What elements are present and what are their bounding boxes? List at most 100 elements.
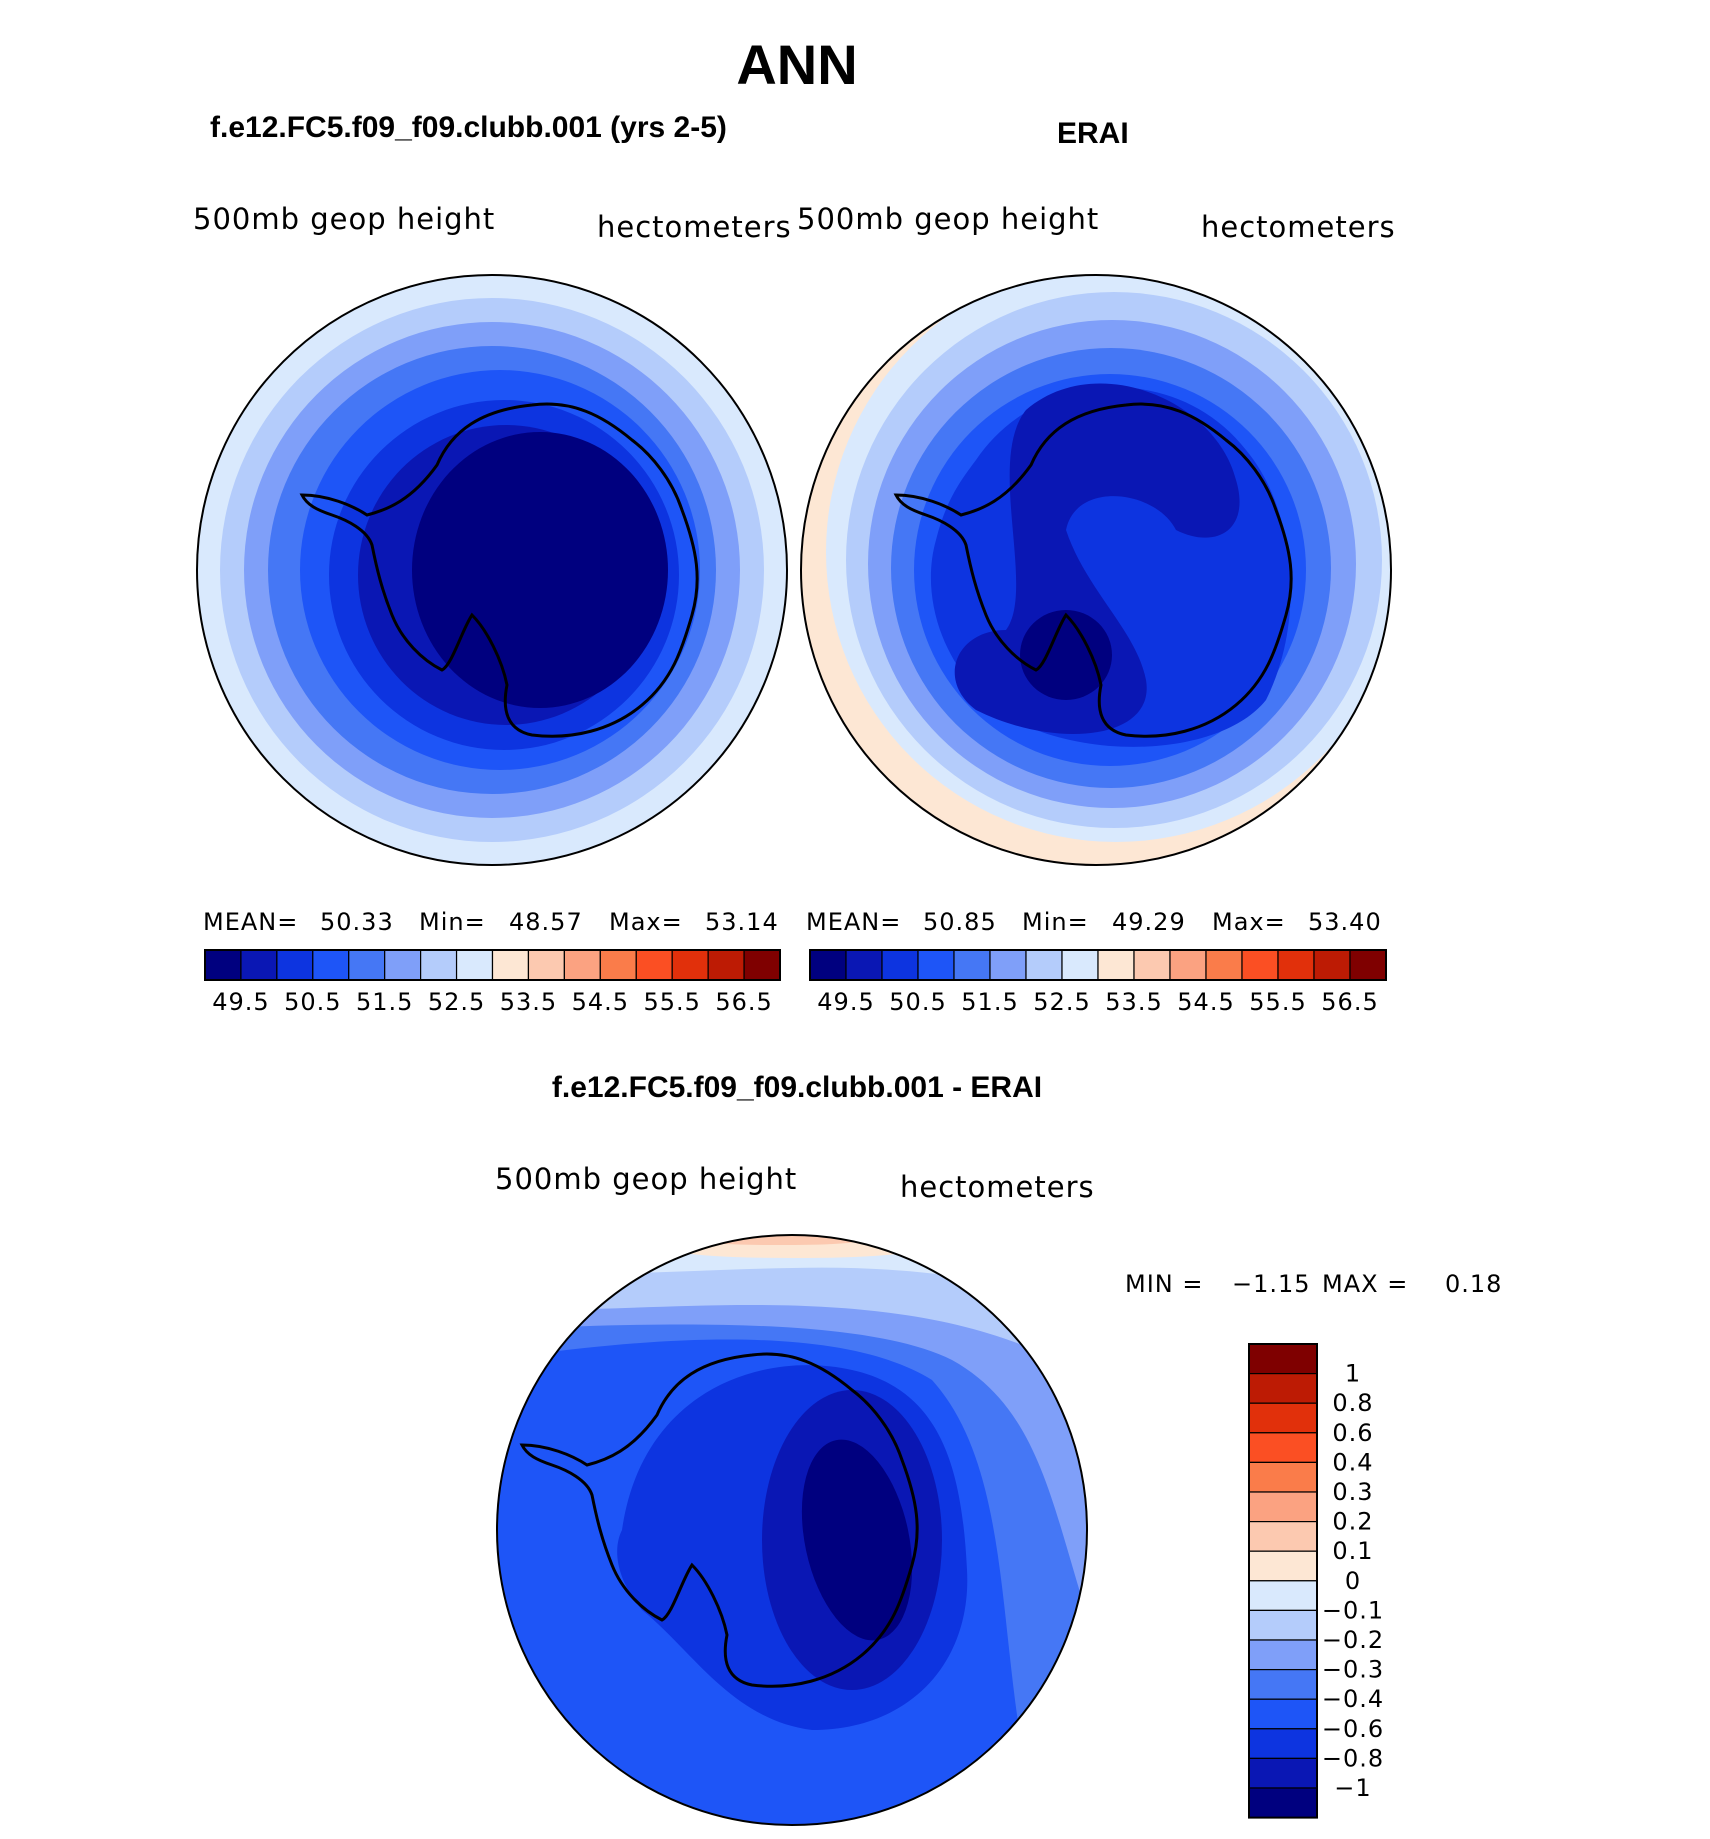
difference-colorbar-tick-label: −1 (1334, 1774, 1371, 1802)
difference-colorbar-tick-label: −0.2 (1322, 1626, 1384, 1654)
erai-colorbar-swatch (1025, 949, 1063, 981)
difference-colorbar-swatch (1248, 1757, 1318, 1789)
model-min-value: 48.57 (509, 908, 583, 936)
erai-mean-value: 50.85 (923, 908, 997, 936)
model-colorbar-swatch (563, 949, 601, 981)
model-band-49 (412, 432, 668, 708)
model-max-value: 53.14 (705, 908, 779, 936)
erai-min-value: 49.29 (1112, 908, 1186, 936)
model-mean-label: MEAN= (203, 908, 298, 936)
erai-colorbar-swatch (1133, 949, 1171, 981)
difference-colorbar-tick-label: −0.6 (1322, 1715, 1384, 1743)
diff-map-border (496, 1234, 1088, 1826)
diff-min-label: MIN = (1125, 1270, 1203, 1298)
model-colorbar-tick-label: 52.5 (428, 988, 485, 1016)
panel-erai-map (800, 274, 1392, 866)
difference-colorbar-tick-label: 0.3 (1332, 1478, 1373, 1506)
difference-colorbar-frame (1248, 1343, 1318, 1819)
model-colorbar-swatch (743, 949, 781, 981)
difference-colorbar: 10.80.60.40.30.20.10−0.1−0.2−0.3−0.4−0.6… (1248, 1343, 1384, 1819)
model-min-label: Min= (419, 908, 486, 936)
difference-colorbar-tick-label: 0.8 (1332, 1389, 1373, 1417)
erai-colorbar-swatch (989, 949, 1027, 981)
diff-band-minus-0-3 (497, 1235, 1087, 1630)
difference-colorbar-tick-label: −0.3 (1322, 1656, 1384, 1684)
panel-erai: ERAI 500mb geop height hectometers MEAN=… (797, 117, 1395, 1016)
diff-band-min (801, 1439, 913, 1641)
model-colorbar-swatch (635, 949, 673, 981)
difference-colorbar-swatch (1248, 1787, 1318, 1819)
difference-colorbar-swatch (1248, 1402, 1318, 1434)
erai-colorbar-swatch (1169, 949, 1207, 981)
erai-colorbar-tick-label: 50.5 (889, 988, 946, 1016)
erai-max-value: 53.40 (1308, 908, 1382, 936)
difference-colorbar-tick-label: 0.2 (1332, 1508, 1373, 1536)
diff-band-0-1 (642, 1235, 912, 1245)
erai-colorbar-swatch (881, 949, 919, 981)
model-colorbar-tick-label: 55.5 (643, 988, 700, 1016)
erai-colorbar-swatch (845, 949, 883, 981)
model-colorbar-swatch (599, 949, 637, 981)
erai-colorbar-tick-label: 49.5 (817, 988, 874, 1016)
erai-colorbar-swatch (1097, 949, 1135, 981)
difference-colorbar-swatch (1248, 1432, 1318, 1464)
difference-colorbar-tick-label: −0.8 (1322, 1744, 1384, 1772)
diff-band-minus-0-4 (497, 1235, 1087, 1825)
difference-colorbar-swatch (1248, 1372, 1318, 1404)
model-colorbar-swatch (420, 949, 458, 981)
erai-band-49 (1020, 610, 1112, 700)
erai-mean-label: MEAN= (806, 908, 901, 936)
erai-colorbar-tick-label: 56.5 (1321, 988, 1378, 1016)
difference-colorbar-swatch (1248, 1491, 1318, 1523)
erai-colorbar-tick-label: 55.5 (1249, 988, 1306, 1016)
difference-colorbar-swatch (1248, 1609, 1318, 1641)
difference-colorbar-swatch (1248, 1580, 1318, 1612)
erai-map-border (800, 274, 1392, 866)
model-colorbar-tick-label: 50.5 (284, 988, 341, 1016)
difference-colorbar-swatch (1248, 1343, 1318, 1375)
erai-colorbar-swatch (1205, 949, 1243, 981)
diff-max-label: MAX = (1322, 1270, 1408, 1298)
model-max-label: Max= (609, 908, 683, 936)
model-colorbar-swatch (491, 949, 530, 981)
panel-difference-title: f.e12.FC5.f09_f09.clubb.001 - ERAI (552, 1071, 1042, 1104)
erai-colorbar: 49.5 50.5 51.5 52.5 53.5 54.5 55.5 56.5 (809, 949, 1387, 1016)
panel-erai-left-label: 500mb geop height (797, 202, 1099, 236)
model-colorbar-tick-label: 56.5 (715, 988, 772, 1016)
panel-model: f.e12.FC5.f09_f09.clubb.001 (yrs 2-5) 50… (193, 111, 791, 1016)
erai-colorbar-swatch (1241, 949, 1279, 981)
model-colorbar-swatch (312, 949, 350, 981)
model-colorbar-frame (204, 949, 781, 981)
panel-difference-left-label: 500mb geop height (495, 1162, 797, 1196)
panel-erai-stats: MEAN= 50.85 Min= 49.29 Max= 53.40 (806, 908, 1382, 936)
difference-colorbar-tick-label: 1 (1345, 1360, 1361, 1388)
difference-colorbar-tick-label: −0.4 (1322, 1685, 1384, 1713)
panel-model-title: f.e12.FC5.f09_f09.clubb.001 (yrs 2-5) (210, 111, 727, 144)
erai-colorbar-swatch (1277, 949, 1315, 981)
model-colorbar-tick-label: 53.5 (500, 988, 557, 1016)
model-colorbar-swatch (707, 949, 745, 981)
erai-colorbar-swatch (953, 949, 991, 981)
difference-colorbar-swatch (1248, 1639, 1318, 1671)
model-colorbar-swatch (671, 949, 709, 981)
erai-colorbar-tick-label: 51.5 (961, 988, 1018, 1016)
erai-colorbar-swatch (809, 949, 847, 981)
erai-colorbar-swatch (1349, 949, 1387, 981)
erai-colorbar-tick-label: 54.5 (1177, 988, 1234, 1016)
model-colorbar-swatch (384, 949, 422, 981)
difference-colorbar-tick-label: 0.6 (1332, 1419, 1373, 1447)
erai-colorbar-frame (809, 949, 1387, 981)
panel-model-stats: MEAN= 50.33 Min= 48.57 Max= 53.14 (203, 908, 779, 936)
model-colorbar-swatch (240, 949, 278, 981)
difference-colorbar-swatch (1248, 1520, 1318, 1552)
difference-colorbar-tick-label: 0.1 (1332, 1537, 1373, 1565)
difference-colorbar-swatch (1248, 1698, 1318, 1730)
model-colorbar-swatch (204, 949, 242, 981)
panel-difference-map (496, 1234, 1088, 1826)
panel-erai-title: ERAI (1057, 117, 1129, 150)
model-colorbar-tick-label: 54.5 (572, 988, 629, 1016)
page-title: ANN (736, 33, 857, 96)
model-map-border (196, 274, 788, 866)
difference-colorbar-swatch (1248, 1461, 1318, 1493)
